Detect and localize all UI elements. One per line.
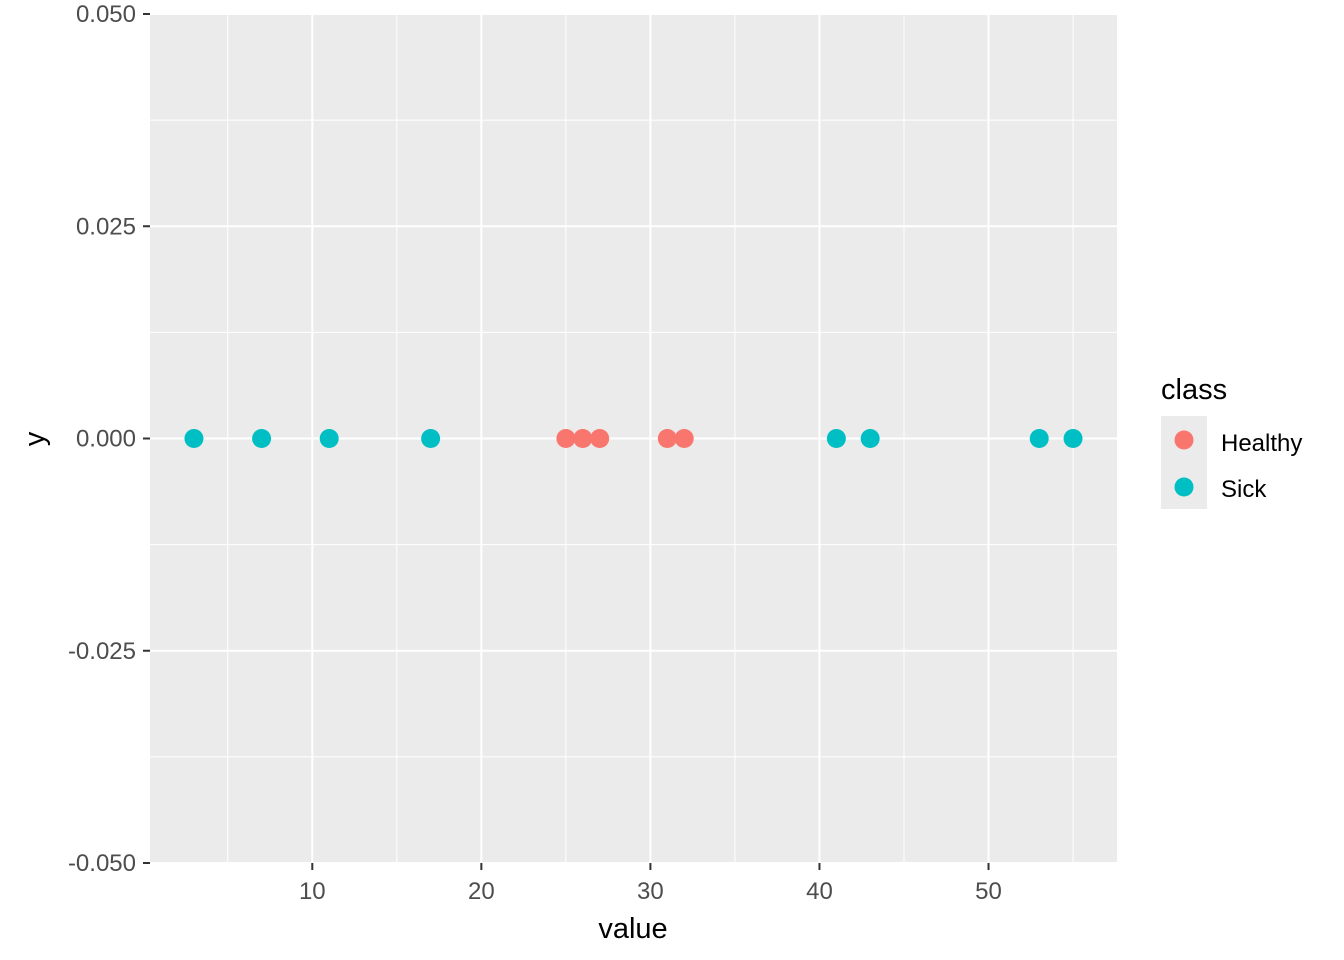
data-point-healthy <box>573 429 593 448</box>
legend-key-sick <box>1174 477 1194 497</box>
major-gridlines <box>150 13 1117 864</box>
legend-label-healthy: Healthy <box>1221 430 1302 457</box>
data-point-healthy <box>657 429 677 448</box>
data-point-sick <box>421 429 441 448</box>
data-point-healthy <box>590 429 610 448</box>
x-tick-label: 50 <box>975 878 1002 905</box>
data-points <box>184 429 1083 448</box>
data-point-healthy <box>674 429 694 448</box>
legend-title: class <box>1161 374 1227 406</box>
x-axis-title: value <box>598 913 667 945</box>
data-point-sick <box>252 429 272 448</box>
y-tick-label: 0.000 <box>76 426 136 453</box>
data-point-sick <box>860 429 880 448</box>
x-tick-label: 40 <box>806 878 833 905</box>
legend: class Healthy Sick <box>1161 374 1302 509</box>
y-tick-label: -0.050 <box>68 850 136 877</box>
data-point-sick <box>826 429 846 448</box>
y-tick-label: 0.050 <box>76 1 136 28</box>
y-axis-title: y <box>19 431 51 446</box>
legend-label-sick: Sick <box>1221 476 1267 503</box>
data-point-sick <box>319 429 339 448</box>
x-axis: 10 20 30 40 50 <box>299 863 1002 905</box>
data-point-sick <box>1029 429 1049 448</box>
data-point-sick <box>184 429 204 448</box>
x-tick-label: 20 <box>468 878 495 905</box>
data-point-healthy <box>556 429 576 448</box>
y-axis: -0.050 -0.025 0.000 0.025 0.050 <box>68 1 150 877</box>
legend-key-healthy <box>1174 430 1194 450</box>
y-tick-label: -0.025 <box>68 638 136 665</box>
x-tick-label: 30 <box>637 878 664 905</box>
data-point-sick <box>1063 429 1083 448</box>
x-tick-label: 10 <box>299 878 326 905</box>
y-tick-label: 0.025 <box>76 213 136 240</box>
